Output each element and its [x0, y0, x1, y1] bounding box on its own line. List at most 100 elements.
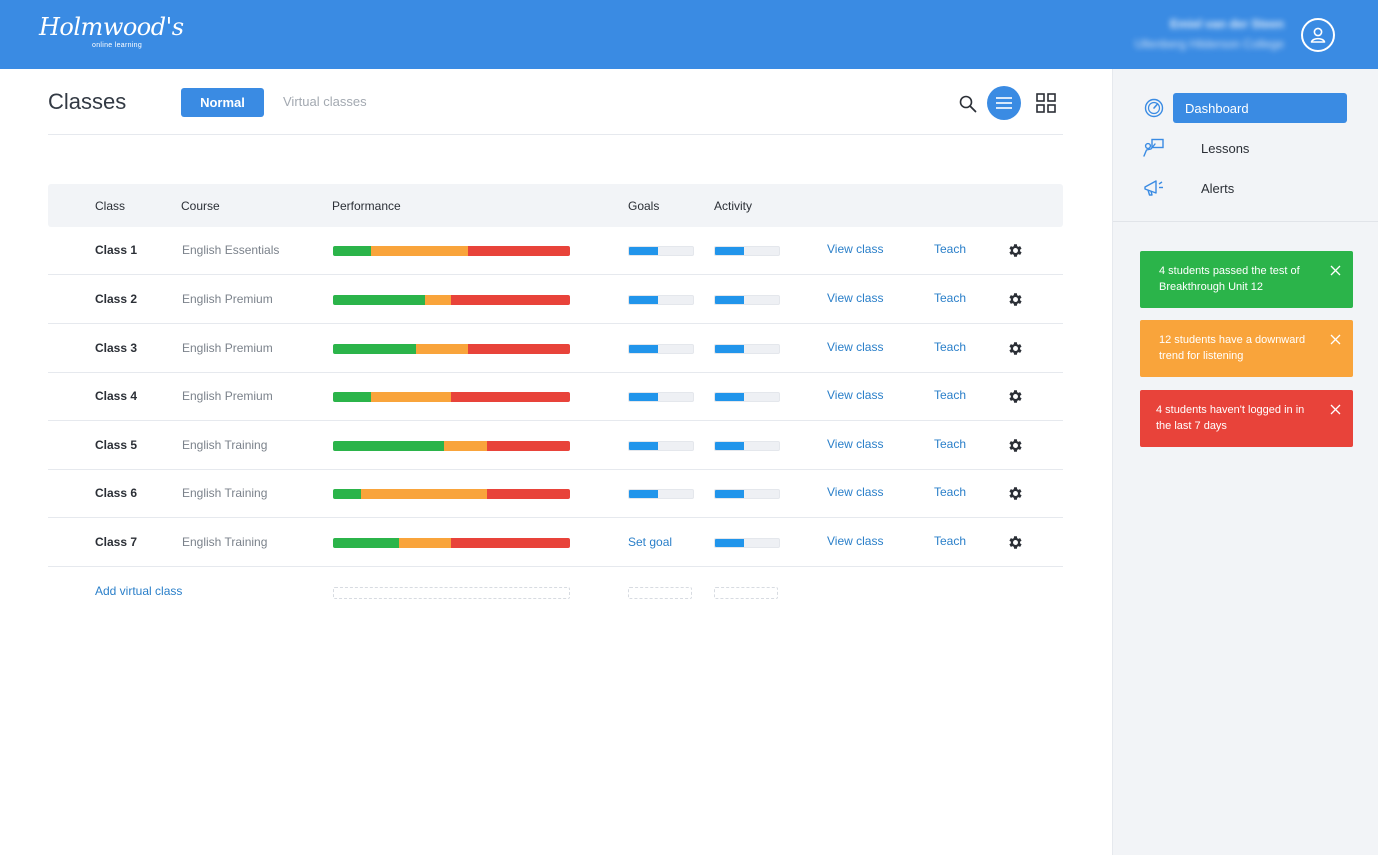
- sidebar-item-dashboard[interactable]: Dashboard: [1141, 93, 1351, 123]
- performance-good-segment: [333, 295, 426, 305]
- performance-bad-segment: [468, 246, 570, 256]
- course-name: English Training: [182, 535, 268, 549]
- settings-gear-icon[interactable]: [1007, 534, 1024, 551]
- close-icon[interactable]: [1330, 265, 1341, 276]
- goals-progress-fill: [629, 490, 658, 498]
- performance-bad-segment: [487, 489, 570, 499]
- course-name: English Premium: [182, 292, 273, 306]
- goals-progress-fill: [629, 393, 658, 401]
- view-class-link[interactable]: View class: [827, 340, 884, 354]
- performance-bad-segment: [451, 295, 570, 305]
- column-header-activity[interactable]: Activity: [714, 199, 753, 213]
- divider: [48, 134, 1063, 135]
- close-icon[interactable]: [1330, 334, 1341, 345]
- performance-bar: [333, 441, 570, 451]
- alert-success: 4 students passed the test of Breakthrou…: [1140, 251, 1353, 308]
- performance-warn-segment: [415, 344, 469, 354]
- activity-progress-bar: [714, 489, 780, 499]
- view-class-link[interactable]: View class: [827, 485, 884, 499]
- performance-warn-segment: [361, 489, 488, 499]
- class-name: Class 7: [95, 535, 138, 549]
- class-name: Class 4: [95, 389, 138, 403]
- teach-link[interactable]: Teach: [934, 242, 967, 256]
- active-highlight: [1173, 93, 1347, 123]
- view-class-link[interactable]: View class: [827, 388, 884, 402]
- performance-warn-segment: [370, 392, 452, 402]
- performance-warn-segment: [425, 295, 452, 305]
- teach-link[interactable]: Teach: [934, 437, 967, 451]
- user-avatar-button[interactable]: [1301, 18, 1335, 52]
- activity-progress-fill: [715, 490, 744, 498]
- set-goal-link[interactable]: Set goal: [628, 535, 673, 549]
- performance-bar: [333, 295, 570, 305]
- tab-virtual-classes[interactable]: Virtual classes: [283, 94, 367, 109]
- performance-bad-segment: [487, 441, 570, 451]
- activity-progress-bar: [714, 441, 780, 451]
- settings-gear-icon[interactable]: [1007, 485, 1024, 502]
- course-name: English Training: [182, 486, 268, 500]
- column-header-course[interactable]: Course: [181, 199, 220, 213]
- search-icon[interactable]: [958, 94, 978, 114]
- teach-link[interactable]: Teach: [934, 340, 967, 354]
- sidebar-item-alerts[interactable]: Alerts: [1141, 173, 1351, 203]
- performance-bar: [333, 489, 570, 499]
- settings-gear-icon[interactable]: [1007, 242, 1024, 259]
- performance-bar: [333, 392, 570, 402]
- settings-gear-icon[interactable]: [1007, 291, 1024, 308]
- placeholder-goals-bar: [628, 587, 692, 599]
- activity-progress-fill: [715, 393, 744, 401]
- view-class-link[interactable]: View class: [827, 437, 884, 451]
- goals-progress-bar: [628, 441, 694, 451]
- column-header-performance[interactable]: Performance: [332, 199, 401, 213]
- class-name: Class 1: [95, 243, 138, 257]
- teach-link[interactable]: Teach: [934, 485, 967, 499]
- sidebar-item-lessons[interactable]: Lessons: [1141, 133, 1351, 163]
- teach-link[interactable]: Teach: [934, 534, 967, 548]
- user-organization: Ullenberg Hilderson College: [1134, 37, 1284, 51]
- add-virtual-class-link[interactable]: Add virtual class: [95, 584, 183, 598]
- settings-gear-icon[interactable]: [1007, 388, 1024, 405]
- holmwoods-logo[interactable]: Holmwood's online learning: [39, 13, 184, 49]
- view-class-link[interactable]: View class: [827, 242, 884, 256]
- goals-progress-bar: [628, 295, 694, 305]
- table-row: Class 7 English Training Set goal View clas…: [48, 518, 1063, 567]
- performance-good-segment: [333, 441, 445, 451]
- view-class-link[interactable]: View class: [827, 291, 884, 305]
- table-row: Class 1 English Essentials View class Teach: [48, 226, 1063, 275]
- goals-progress-bar: [628, 489, 694, 499]
- class-name: Class 3: [95, 341, 138, 355]
- settings-gear-icon[interactable]: [1007, 340, 1024, 357]
- speedometer-icon: [1144, 98, 1164, 118]
- page-title: Classes: [48, 89, 127, 114]
- view-class-link[interactable]: View class: [827, 534, 884, 548]
- teach-link[interactable]: Teach: [934, 291, 967, 305]
- teach-link[interactable]: Teach: [934, 388, 967, 402]
- activity-progress-bar: [714, 344, 780, 354]
- tab-normal[interactable]: Normal: [181, 88, 264, 117]
- performance-warn-segment: [399, 538, 452, 548]
- column-header-class[interactable]: Class: [95, 199, 126, 213]
- goals-progress-bar: [628, 246, 694, 256]
- close-icon[interactable]: [1330, 404, 1341, 415]
- activity-progress-fill: [715, 296, 744, 304]
- performance-bar: [333, 344, 570, 354]
- list-view-button[interactable]: [987, 86, 1021, 120]
- table-row: Class 3 English Premium View class Teach: [48, 324, 1063, 373]
- user-name: Emiel van der Steen: [1169, 17, 1284, 31]
- top-bar: Holmwood's online learning Emiel van der…: [0, 0, 1378, 69]
- grid-view-icon[interactable]: [1036, 93, 1056, 113]
- alert-text: 4 students haven't logged in in the last…: [1156, 404, 1305, 432]
- goals-progress-fill: [629, 247, 658, 255]
- activity-progress-bar: [714, 246, 780, 256]
- column-header-goals[interactable]: Goals: [628, 199, 660, 213]
- goals-progress-bar: [628, 344, 694, 354]
- performance-warn-segment: [370, 246, 469, 256]
- performance-good-segment: [333, 246, 371, 256]
- activity-progress-bar: [714, 538, 780, 548]
- placeholder-performance-bar: [333, 587, 570, 599]
- logo-brand: Holmwood's: [39, 13, 184, 41]
- course-name: English Essentials: [182, 243, 280, 257]
- list-icon: [996, 97, 1012, 109]
- settings-gear-icon[interactable]: [1007, 437, 1024, 454]
- alert-danger: 4 students haven't logged in in the last…: [1140, 390, 1353, 447]
